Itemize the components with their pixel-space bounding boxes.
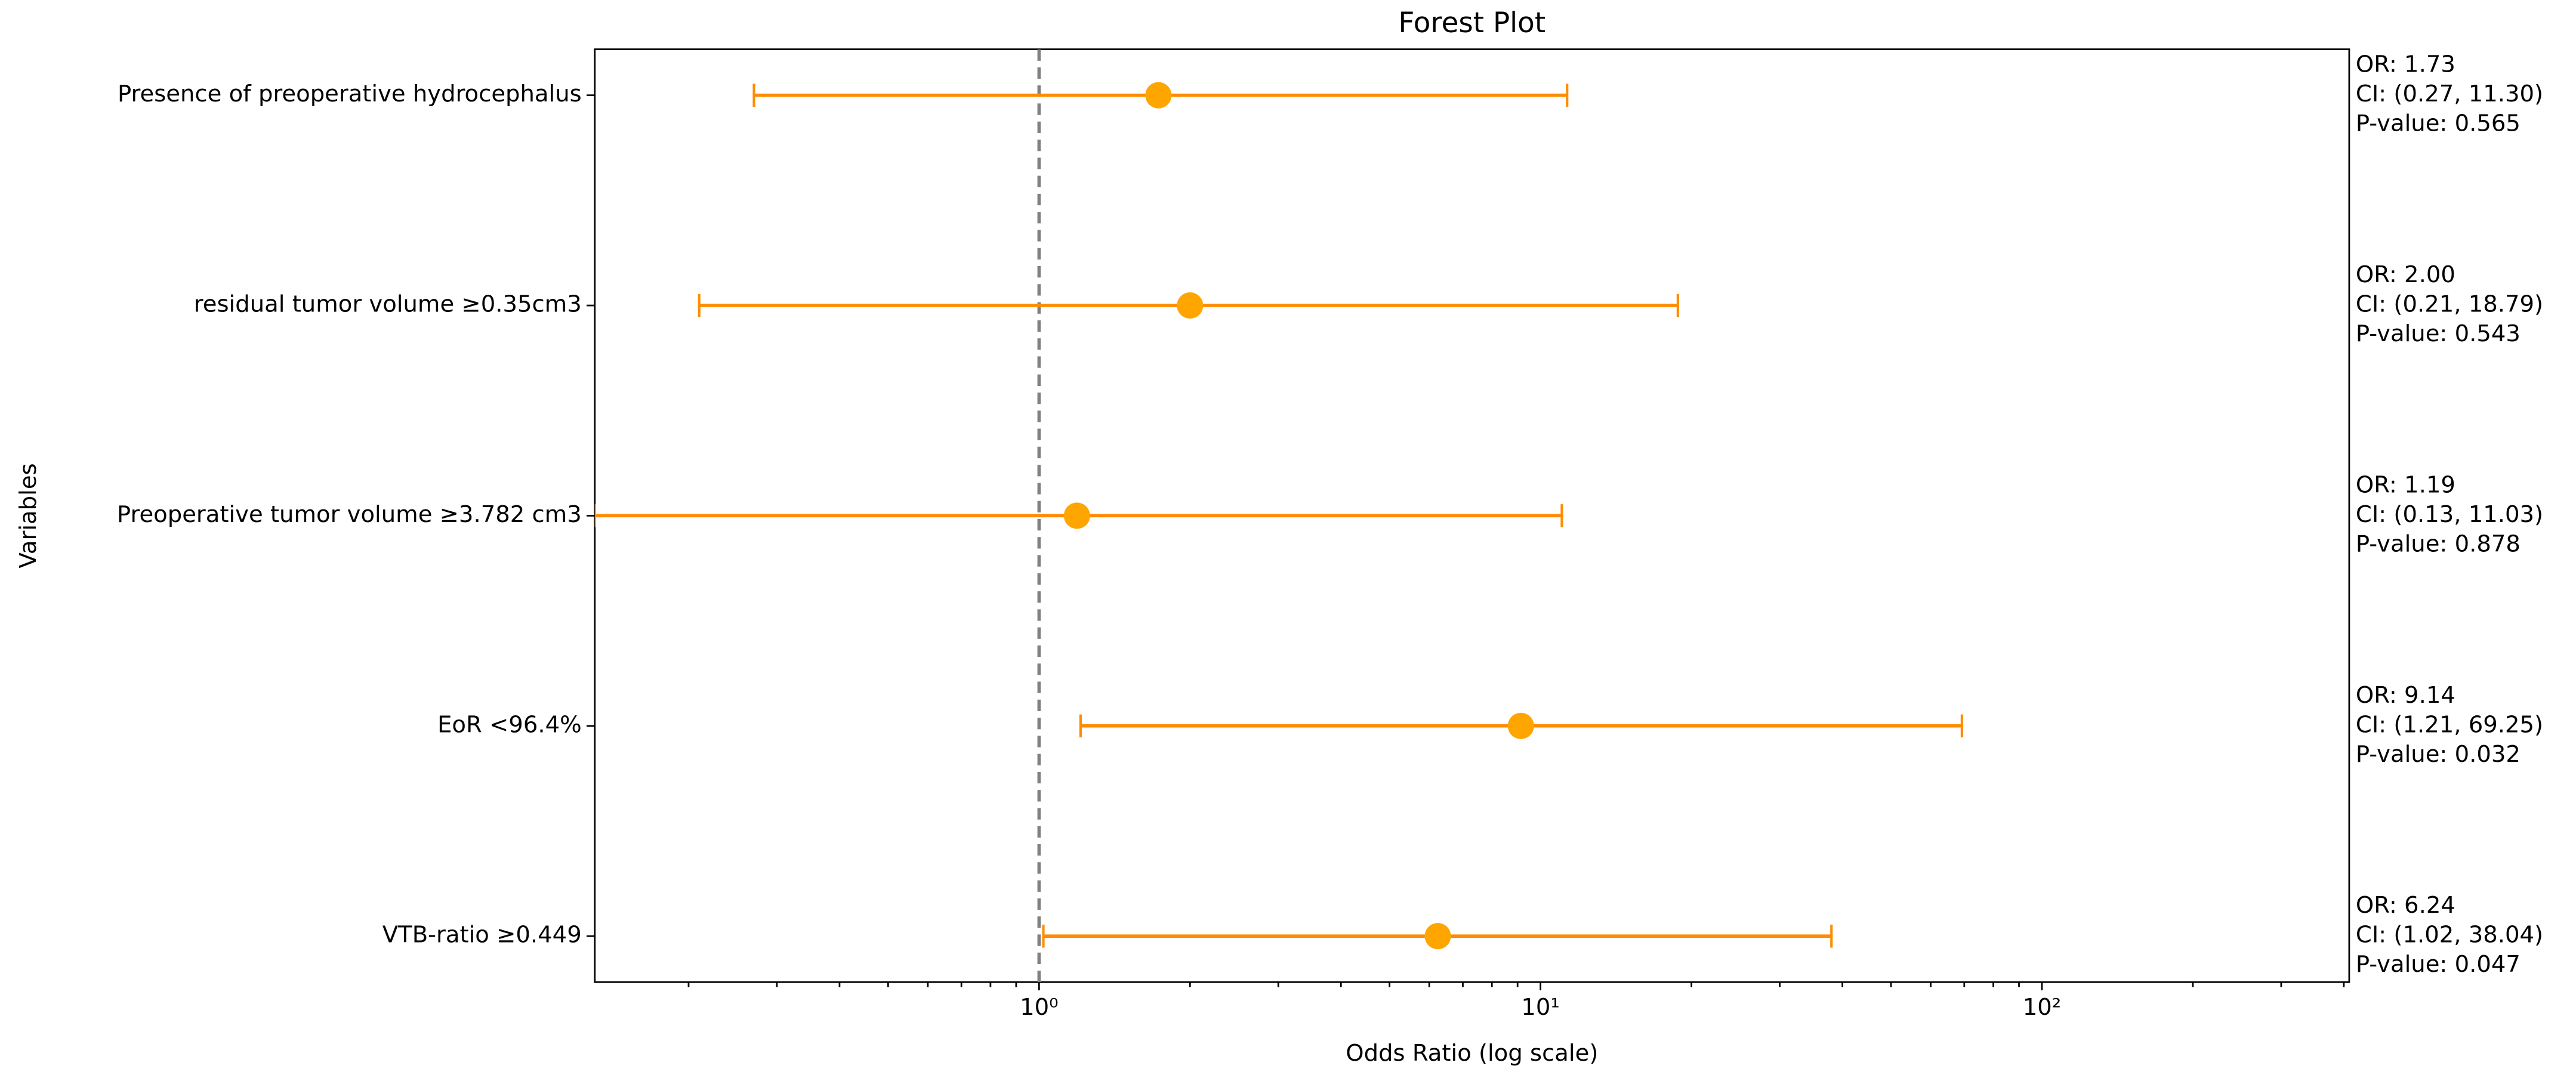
annotation: OR: 1.19 [2356, 471, 2455, 498]
x-tick-label: 10¹ [1521, 994, 1559, 1021]
x-tick-label: 10⁰ [1020, 994, 1058, 1021]
point-estimate [1177, 292, 1204, 319]
annotation: OR: 2.00 [2356, 261, 2455, 288]
annotation: P-value: 0.565 [2356, 110, 2521, 137]
annotation: CI: (1.02, 38.04) [2356, 922, 2543, 949]
annotation: OR: 6.24 [2356, 892, 2455, 919]
annotation: P-value: 0.878 [2356, 530, 2521, 557]
y-tick-label: Presence of preoperative hydrocephalus [118, 81, 582, 107]
annotation: CI: (0.13, 11.03) [2356, 501, 2543, 528]
annotation: OR: 1.73 [2356, 51, 2455, 78]
annotation: P-value: 0.047 [2356, 951, 2521, 978]
annotation: CI: (1.21, 69.25) [2356, 711, 2543, 738]
point-estimate [1063, 502, 1090, 529]
chart-title: Forest Plot [1398, 7, 1545, 39]
y-tick-label: Preoperative tumor volume ≥3.782 cm3 [117, 501, 582, 528]
point-estimate [1424, 923, 1451, 950]
annotation: OR: 9.14 [2356, 682, 2455, 709]
x-axis-label: Odds Ratio (log scale) [1346, 1040, 1598, 1067]
annotation: CI: (0.21, 18.79) [2356, 291, 2543, 318]
annotation: P-value: 0.032 [2356, 741, 2521, 768]
y-tick-label: EoR <96.4% [437, 711, 582, 738]
annotation: P-value: 0.543 [2356, 320, 2521, 347]
y-tick-label: VTB-ratio ≥0.449 [382, 922, 582, 949]
y-axis-label: Variables [15, 463, 42, 568]
point-estimate [1507, 712, 1534, 739]
point-estimate [1145, 82, 1172, 109]
x-tick-label: 10² [2023, 994, 2061, 1021]
annotation: CI: (0.27, 11.30) [2356, 81, 2543, 107]
plot-area [594, 49, 1963, 983]
y-tick-label: residual tumor volume ≥0.35cm3 [194, 291, 582, 318]
